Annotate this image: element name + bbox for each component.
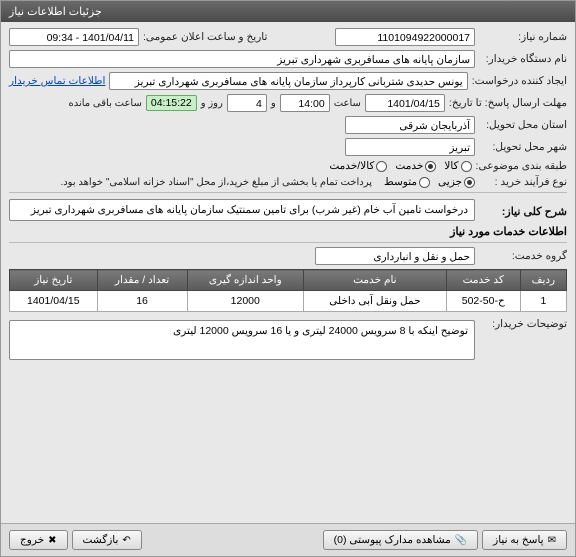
day-and: و [271, 98, 276, 109]
buyer-field: سازمان پایانه های مسافربری شهرداری تبریز [9, 50, 475, 68]
paperclip-icon: 📎 [455, 535, 467, 546]
deadline-label: مهلت ارسال پاسخ: تا تاریخ: [449, 97, 567, 109]
th-code: کد خدمت [446, 270, 520, 291]
th-qty: تعداد / مقدار [97, 270, 187, 291]
need-no-label: شماره نیاز: [479, 31, 567, 43]
th-date: تاریخ نیاز [10, 270, 98, 291]
content-area: شماره نیاز: 1101094922000017 تاریخ و ساع… [1, 22, 575, 523]
days-field: 4 [227, 94, 267, 112]
announce-label: تاریخ و ساعت اعلان عمومی: [143, 31, 267, 43]
service-info-title: اطلاعات خدمات مورد نیاز [9, 225, 567, 238]
radio-minor[interactable] [464, 177, 475, 188]
province-label: استان محل تحویل: [479, 119, 567, 131]
creator-field: یونس حدیدی شتربانی کارپرداز سازمان پایان… [109, 72, 467, 90]
city-label: شهر محل تحویل: [479, 141, 567, 153]
window: جزئیات اطلاعات نیاز شماره نیاز: 11010949… [0, 0, 576, 557]
creator-label: ایجاد کننده درخواست: [472, 75, 567, 87]
classify-label: طبقه بندی موضوعی: [476, 160, 567, 172]
buytype-label: نوع فرآیند خرید : [479, 176, 567, 188]
need-title-box: درخواست تامین آب خام (غیر شرب) برای تامی… [9, 199, 475, 221]
window-title: جزئیات اطلاعات نیاز [9, 5, 102, 18]
reply-button[interactable]: ✉ پاسخ به نیاز [482, 530, 567, 550]
th-row: ردیف [520, 270, 566, 291]
classify-group: کالا خدمت کالا/خدمت [329, 160, 471, 172]
back-button[interactable]: ↶ بازگشت [72, 530, 142, 550]
province-field: آذربایجان شرقی [345, 116, 475, 134]
group-label: گروه خدمت: [479, 250, 567, 262]
radio-both[interactable] [376, 161, 387, 172]
buyer-label: نام دستگاه خریدار: [479, 53, 567, 65]
exit-icon: ✖ [48, 535, 56, 546]
radio-service[interactable] [425, 161, 436, 172]
th-unit: واحد اندازه گیری [187, 270, 303, 291]
table-row[interactable]: 1 ح-50-502 حمل ونقل آبی داخلی 12000 16 1… [10, 291, 567, 312]
group-field: حمل و نقل و انبارداری [315, 247, 475, 265]
button-bar: ✉ پاسخ به نیاز 📎 مشاهده مدارک پیوستی (0)… [1, 523, 575, 556]
titlebar: جزئیات اطلاعات نیاز [1, 1, 575, 22]
buyer-note-label: توضیحات خریدار: [479, 318, 567, 330]
contact-link[interactable]: اطلاعات تماس خریدار [9, 75, 105, 87]
day-unit: روز و [201, 98, 223, 109]
buytype-note: پرداخت تمام یا بخشی از مبلغ خرید،از محل … [60, 177, 372, 188]
radio-medium[interactable] [419, 177, 430, 188]
attachments-button[interactable]: 📎 مشاهده مدارک پیوستی (0) [323, 530, 479, 550]
need-no-field: 1101094922000017 [335, 28, 475, 46]
back-icon: ↶ [122, 535, 130, 546]
need-title-label: شرح کلی نیاز: [479, 205, 567, 218]
exit-button[interactable]: ✖ خروج [9, 530, 68, 550]
deadline-time: 14:00 [280, 94, 330, 112]
th-name: نام خدمت [303, 270, 446, 291]
reply-icon: ✉ [548, 535, 556, 546]
buyer-note-box: توضیح اینکه با 8 سرویس 24000 لیتری و یا … [9, 320, 475, 360]
deadline-date: 1401/04/15 [365, 94, 445, 112]
announce-field: 1401/04/11 - 09:34 [9, 28, 139, 46]
radio-goods[interactable] [461, 161, 472, 172]
remaining-badge: 04:15:22 [146, 95, 197, 111]
remaining-label: ساعت باقی مانده [68, 98, 141, 109]
buytype-group: جزیی متوسط [384, 176, 475, 188]
time-label: ساعت [334, 98, 361, 109]
services-table: ردیف کد خدمت نام خدمت واحد اندازه گیری ت… [9, 269, 567, 312]
city-field: تبریز [345, 138, 475, 156]
